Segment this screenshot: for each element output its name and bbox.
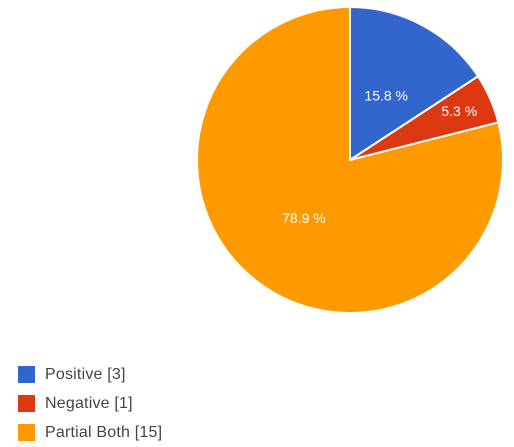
pie-slice-label-partial-both: 78.9 % [282, 210, 326, 226]
legend-label-positive: Positive [3] [45, 365, 126, 383]
legend-swatch-positive [18, 366, 35, 383]
legend-item-partial-both[interactable]: Partial Both [15] [18, 418, 162, 447]
pie-slices [196, 5, 504, 314]
legend-label-negative: Negative [1] [45, 394, 133, 412]
legend-swatch-negative [18, 395, 35, 412]
pie-slice-label-positive: 15.8 % [364, 87, 408, 103]
pie-slice-positive[interactable] [349, 5, 480, 162]
pie-slice-partial-both[interactable] [196, 5, 504, 314]
legend-label-partial-both: Partial Both [15] [45, 423, 163, 441]
pie-slice-labels: 15.8 % 5.3 % 78.9 % [282, 87, 477, 225]
legend-swatch-partial-both [18, 424, 35, 441]
legend: Positive [3] Negative [1] Partial Both [… [18, 360, 162, 447]
legend-item-negative[interactable]: Negative [1] [18, 389, 162, 418]
pie-slice-label-negative: 5.3 % [441, 103, 477, 119]
legend-item-positive[interactable]: Positive [3] [18, 360, 162, 389]
